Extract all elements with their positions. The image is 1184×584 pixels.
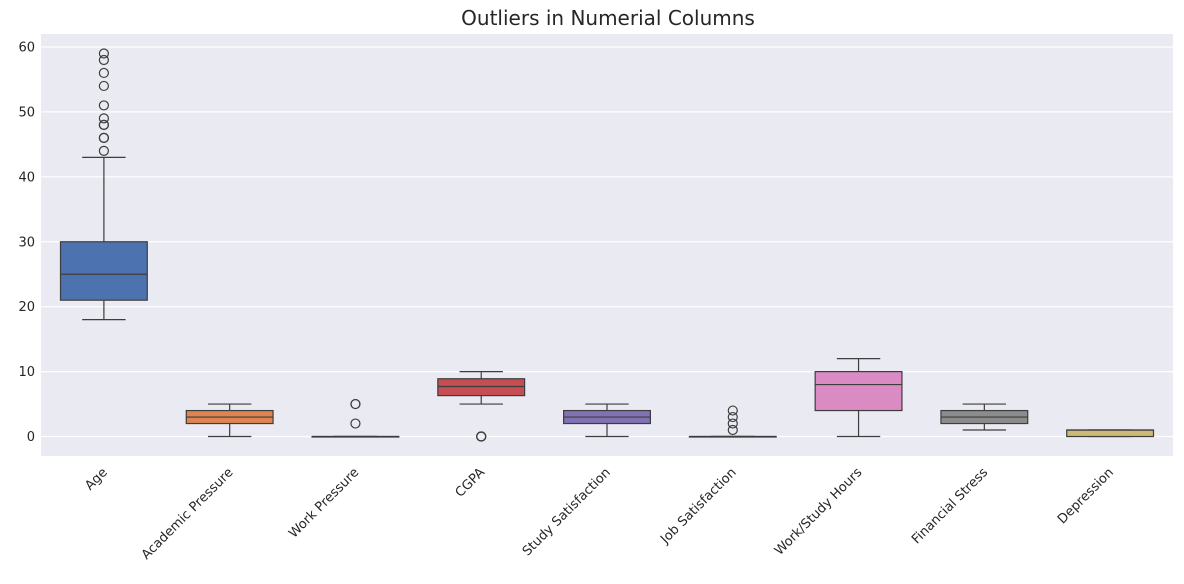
plot-area	[41, 34, 1173, 456]
outlier-point	[98, 67, 109, 79]
outlier-point	[98, 100, 109, 111]
x-tick-label: Work Pressure	[286, 465, 362, 541]
y-tick-label: 60	[18, 40, 35, 55]
x-tick-label: Work/Study Hours	[772, 465, 866, 559]
outlier-point	[350, 398, 361, 410]
box-group	[814, 358, 903, 438]
box-group	[1066, 429, 1155, 438]
outlier-point	[98, 54, 109, 66]
outlier-point	[98, 48, 109, 59]
x-tick-label: Academic Pressure	[139, 465, 237, 563]
outlier-point	[98, 119, 109, 130]
outlier-point	[727, 418, 738, 429]
outlier-point	[476, 431, 487, 442]
outlier-point	[98, 132, 109, 143]
y-tick-label: 50	[18, 105, 35, 120]
x-tick-label: Depression	[1055, 465, 1117, 527]
x-tick-label: Job Satisfaction	[657, 465, 739, 547]
y-tick-label: 20	[18, 300, 35, 315]
chart-title: Outliers in Numerial Columns	[461, 6, 755, 30]
outlier-point	[98, 145, 109, 156]
x-tick-label: Financial Stress	[909, 465, 991, 547]
outlier-point	[727, 411, 738, 423]
iqr-box	[814, 371, 903, 412]
box-group	[940, 403, 1029, 431]
y-gridlines	[41, 46, 1173, 438]
x-axis-tick-labels: Age Academic Pressure Work Pressure CGPA Stu…	[82, 465, 1117, 563]
box-group	[437, 371, 526, 442]
outlier-point	[727, 405, 738, 416]
iqr-box	[1066, 429, 1155, 438]
box-group	[311, 398, 400, 438]
box-series	[59, 48, 1155, 442]
x-tick-label: Study Satisfaction	[520, 465, 614, 559]
y-tick-label: 0	[27, 430, 35, 445]
y-axis-tick-labels: 0 10 20 30 40 50 60	[18, 40, 35, 445]
outlier-point	[350, 418, 361, 429]
box-group	[59, 48, 148, 321]
box-group	[563, 403, 651, 438]
outlier-point	[98, 113, 109, 124]
box-group	[185, 403, 274, 438]
iqr-box	[437, 378, 526, 397]
iqr-box	[59, 241, 148, 301]
y-tick-label: 40	[18, 170, 35, 185]
y-tick-label: 10	[18, 365, 35, 380]
outlier-point	[727, 424, 738, 436]
x-tick-label: Age	[82, 465, 110, 493]
box-group	[688, 405, 777, 438]
y-tick-label: 30	[18, 235, 35, 250]
x-tick-label: CGPA	[453, 465, 488, 500]
outlier-point	[98, 80, 109, 92]
